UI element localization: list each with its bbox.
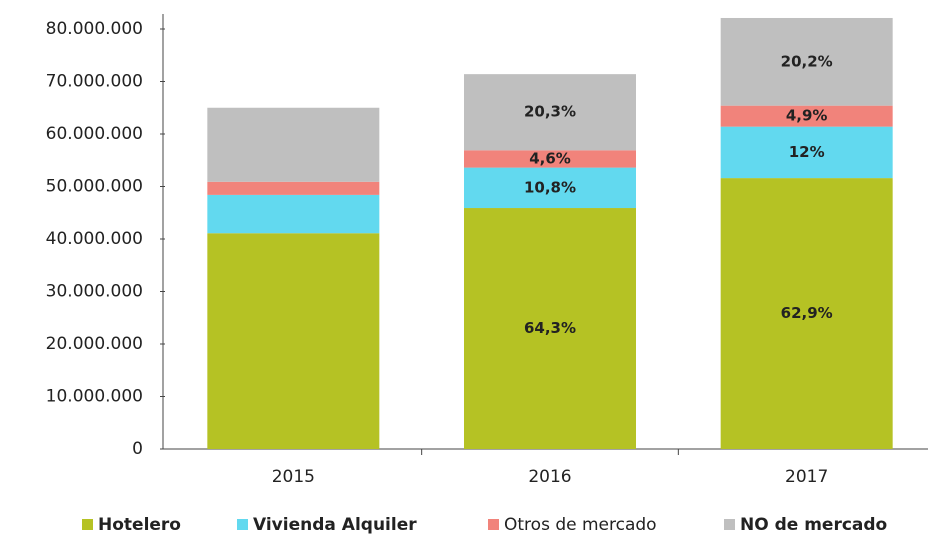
y-tick-label: 60.000.000 — [46, 124, 143, 144]
bar-segment — [720, 17, 893, 106]
y-tick-label: 40.000.000 — [46, 229, 143, 249]
value-label: 4,6% — [529, 149, 571, 167]
legend-label: Otros de mercado — [504, 515, 657, 535]
value-label: 20,2% — [781, 52, 833, 70]
y-tick-label: 30.000.000 — [46, 282, 143, 302]
y-tick-label: 20.000.000 — [46, 334, 143, 354]
legend-swatch — [488, 519, 499, 530]
bar-segment — [207, 194, 380, 234]
bar-segment — [207, 181, 380, 195]
bar-segment — [207, 107, 380, 182]
bar-segment — [720, 105, 893, 127]
y-tick-label: 0 — [132, 439, 143, 459]
bar-segment — [464, 167, 636, 209]
y-tick-label: 10.000.000 — [46, 387, 143, 407]
value-label: 4,9% — [786, 107, 828, 125]
bar-segment — [207, 233, 380, 449]
bar-segment — [720, 178, 893, 449]
x-tick-label: 2017 — [785, 467, 828, 487]
value-label: 64,3% — [524, 319, 576, 337]
bar-segment — [464, 150, 636, 168]
x-tick-label: 2016 — [528, 467, 571, 487]
value-label: 62,9% — [781, 304, 833, 322]
legend-swatch — [237, 519, 248, 530]
bar-segment — [464, 208, 636, 449]
legend-swatch — [724, 519, 735, 530]
x-tick-label: 2015 — [272, 467, 315, 487]
value-label: 12% — [789, 143, 825, 161]
y-tick-label: 80.000.000 — [46, 19, 143, 39]
legend-swatch — [82, 519, 93, 530]
y-tick-label: 50.000.000 — [46, 177, 143, 197]
value-label: 10,8% — [524, 178, 576, 196]
bar-segment — [720, 126, 893, 179]
y-tick-label: 70.000.000 — [46, 72, 143, 92]
legend-label: NO de mercado — [740, 515, 887, 535]
legend-label: Hotelero — [98, 515, 181, 535]
value-label: 20,3% — [524, 103, 576, 121]
bar-segment — [464, 74, 636, 151]
legend-label: Vivienda Alquiler — [253, 515, 417, 535]
